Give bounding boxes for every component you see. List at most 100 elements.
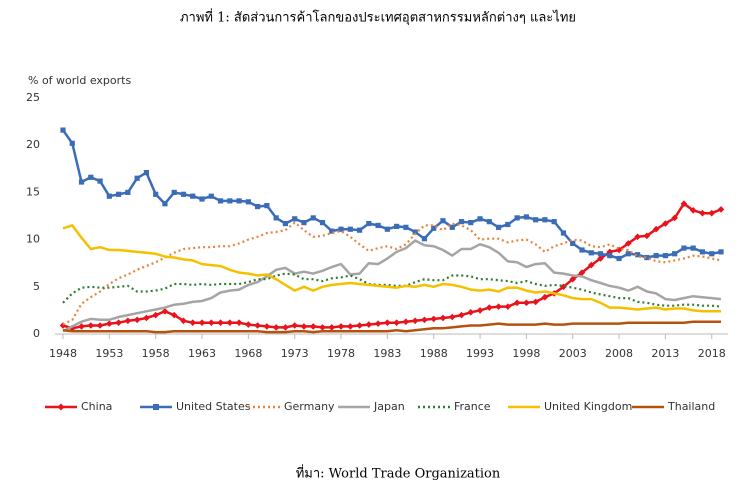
y-tick-label: 15 (26, 185, 40, 198)
x-tick-label: 1953 (95, 347, 123, 360)
x-tick-label: 1993 (466, 347, 494, 360)
marker (375, 222, 381, 229)
marker (365, 321, 373, 328)
marker (115, 319, 122, 326)
marker (189, 319, 197, 326)
series-line (62, 221, 722, 326)
marker (69, 140, 75, 146)
y-tick-label: 10 (26, 233, 40, 246)
marker (672, 251, 678, 257)
x-tick-label: 1958 (142, 347, 170, 360)
marker (143, 314, 150, 322)
x-tick-label: 1978 (327, 347, 355, 360)
marker (607, 253, 613, 259)
marker (468, 220, 474, 226)
marker (634, 252, 641, 258)
marker (374, 320, 382, 327)
marker (587, 261, 595, 269)
marker (264, 203, 270, 209)
x-tick-label: 1948 (49, 347, 77, 360)
marker (477, 216, 483, 222)
marker (310, 215, 316, 221)
marker (717, 206, 725, 213)
marker (97, 178, 103, 184)
marker (125, 189, 131, 195)
marker (207, 319, 215, 326)
marker (690, 245, 696, 251)
marker (653, 253, 659, 259)
marker (634, 233, 641, 241)
marker (467, 308, 475, 316)
x-tick-label: 1973 (281, 347, 309, 360)
marker (625, 251, 631, 257)
y-axis-label: % of world exports (28, 74, 131, 87)
marker (134, 175, 140, 181)
marker (681, 245, 687, 251)
marker (236, 198, 242, 204)
series-line (61, 129, 722, 260)
marker (430, 315, 438, 323)
marker (88, 174, 94, 180)
marker (421, 236, 428, 242)
marker (495, 224, 502, 230)
marker (523, 214, 529, 220)
marker (87, 322, 95, 329)
marker (300, 323, 308, 330)
y-tick-label: 0 (33, 327, 40, 340)
marker (226, 319, 234, 326)
marker (597, 255, 604, 262)
marker (458, 219, 465, 225)
marker (106, 320, 113, 327)
series-line (62, 224, 721, 313)
marker (625, 240, 632, 247)
legend-label: United Kingdom (544, 400, 632, 413)
marker (217, 319, 224, 326)
marker (597, 251, 604, 257)
marker (569, 275, 577, 283)
marker (662, 253, 668, 259)
marker (699, 209, 706, 217)
marker (393, 319, 400, 326)
marker (588, 250, 594, 256)
marker (337, 323, 345, 330)
marker (273, 215, 279, 221)
marker (254, 322, 261, 329)
marker (542, 217, 548, 223)
x-tick-label: 1983 (373, 347, 401, 360)
marker (411, 317, 419, 325)
marker (394, 223, 400, 229)
marker (319, 220, 326, 226)
marker (282, 220, 289, 227)
marker (449, 224, 455, 230)
marker (245, 199, 251, 205)
marker (171, 189, 177, 195)
marker (60, 127, 66, 133)
marker (699, 249, 706, 255)
chart-title: ภาพที่ 1: สัดส่วนการค้าโลกของประเทศอุตสา… (180, 9, 576, 26)
marker (644, 254, 650, 261)
marker (301, 220, 307, 226)
series-line (62, 320, 721, 334)
marker (384, 226, 390, 232)
marker (346, 323, 354, 330)
marker (495, 303, 502, 310)
x-tick-label: 1963 (188, 347, 216, 360)
marker (448, 313, 456, 321)
marker (412, 229, 418, 235)
marker (671, 214, 678, 222)
x-tick-label: 2013 (651, 347, 679, 360)
marker (328, 324, 336, 331)
x-tick-label: 1998 (512, 347, 540, 360)
marker (505, 221, 511, 228)
marker (116, 191, 122, 197)
marker (541, 293, 549, 301)
marker (476, 307, 484, 314)
marker (532, 298, 539, 306)
marker (708, 209, 716, 217)
marker (356, 227, 363, 233)
marker (486, 219, 492, 225)
y-tick-label: 20 (26, 138, 40, 151)
marker (570, 240, 576, 246)
x-tick-label: 2018 (698, 347, 726, 360)
marker (384, 319, 391, 326)
